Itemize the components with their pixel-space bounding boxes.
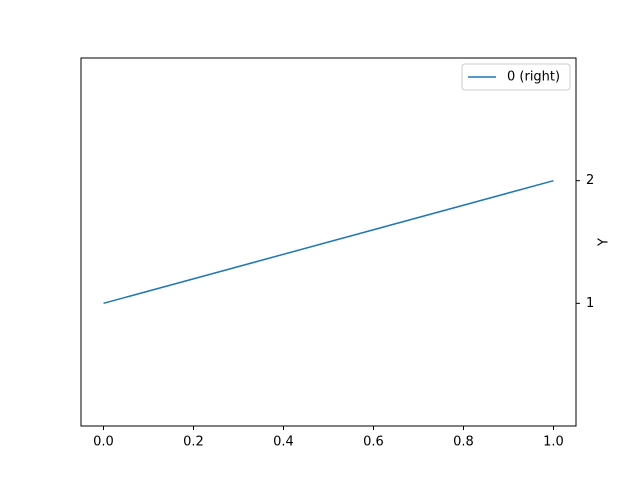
legend-box bbox=[461, 63, 571, 91]
x-tick-label: 0.8 bbox=[453, 435, 474, 450]
line-series bbox=[103, 179, 554, 305]
y2-tick-label: 1 bbox=[586, 296, 594, 311]
x-tick-label: 0.2 bbox=[183, 435, 204, 450]
x-tick-label: 0.4 bbox=[273, 435, 294, 450]
y2-tick-label: 2 bbox=[586, 173, 594, 188]
x-tick-label: 0.6 bbox=[363, 435, 384, 450]
legend-label: 0 (right) bbox=[507, 70, 560, 85]
plot-frame bbox=[80, 57, 577, 427]
x-tick-label: 1.0 bbox=[543, 435, 564, 450]
y2-axis-label: Y bbox=[597, 238, 612, 247]
x-tick-label: 0.0 bbox=[93, 435, 114, 450]
